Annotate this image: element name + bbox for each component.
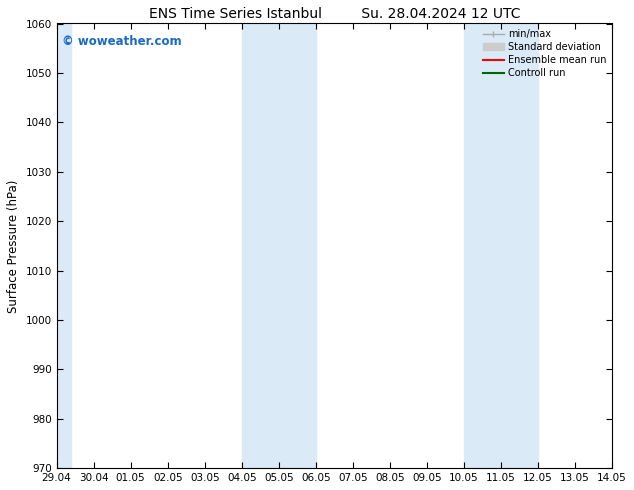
Text: © woweather.com: © woweather.com [62,35,182,48]
Legend: min/max, Standard deviation, Ensemble mean run, Controll run: min/max, Standard deviation, Ensemble me… [479,25,611,82]
Bar [56,24,72,468]
Title: ENS Time Series Istanbul         Su. 28.04.2024 12 UTC: ENS Time Series Istanbul Su. 28.04.2024 … [148,7,520,21]
Y-axis label: Surface Pressure (hPa): Surface Pressure (hPa) [7,179,20,313]
Bar [242,24,316,468]
Bar [464,24,538,468]
